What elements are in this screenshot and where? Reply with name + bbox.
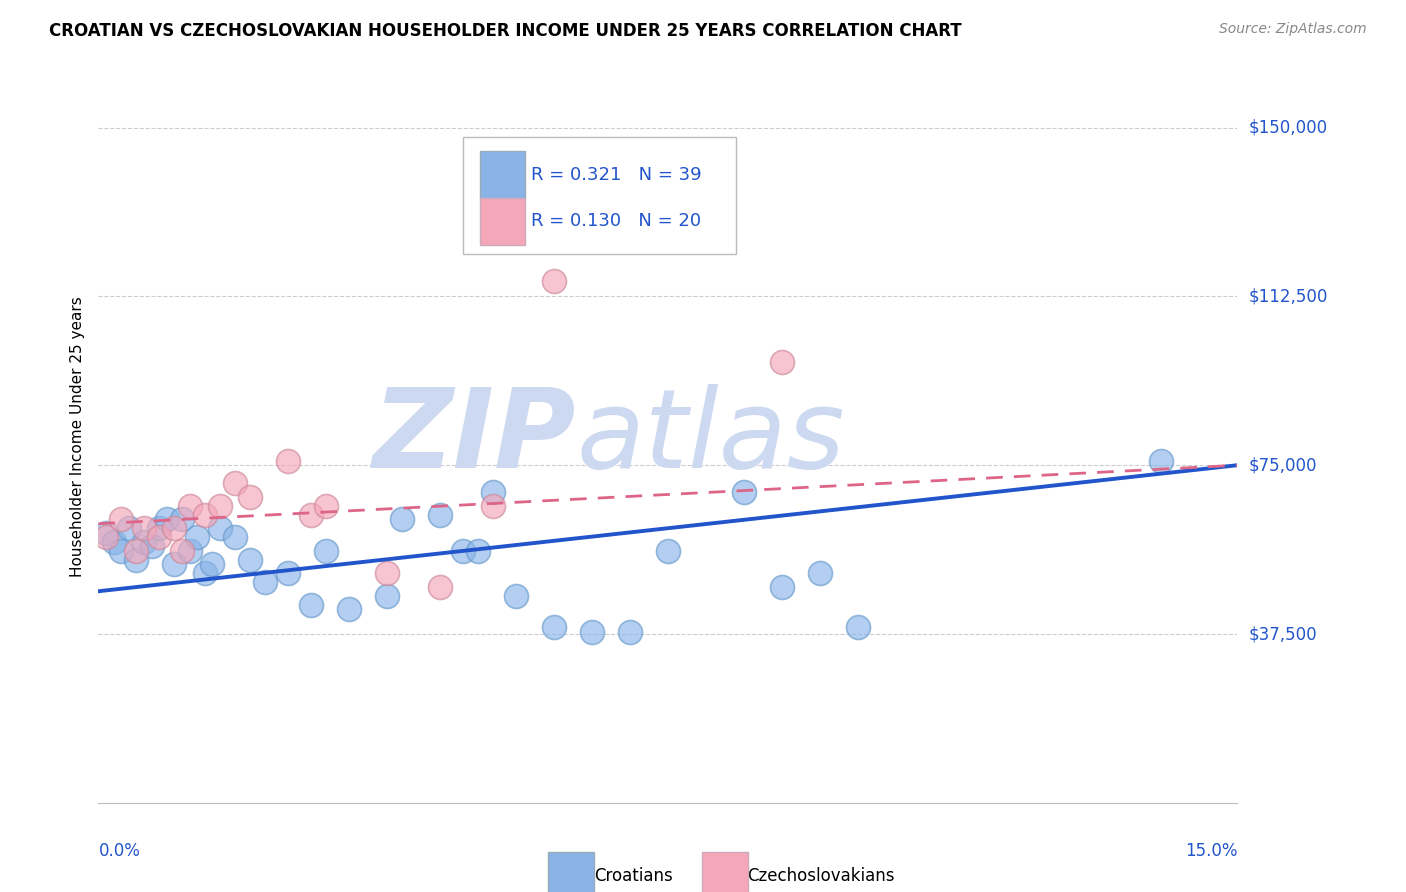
Text: atlas: atlas xyxy=(576,384,845,491)
Point xyxy=(543,620,565,634)
Text: Source: ZipAtlas.com: Source: ZipAtlas.com xyxy=(1219,22,1367,37)
Text: $150,000: $150,000 xyxy=(1249,119,1327,136)
Point xyxy=(110,543,132,558)
Point xyxy=(657,543,679,558)
Text: 15.0%: 15.0% xyxy=(1185,842,1237,860)
Point xyxy=(315,499,337,513)
Point xyxy=(1150,453,1173,467)
Point xyxy=(391,512,413,526)
Point xyxy=(482,499,505,513)
Point xyxy=(201,558,224,572)
FancyBboxPatch shape xyxy=(479,152,526,199)
Point xyxy=(581,624,603,639)
Point xyxy=(163,521,186,535)
Point xyxy=(148,521,170,535)
Text: 0.0%: 0.0% xyxy=(98,842,141,860)
Y-axis label: Householder Income Under 25 years: Householder Income Under 25 years xyxy=(69,297,84,577)
FancyBboxPatch shape xyxy=(463,137,737,254)
Text: $37,500: $37,500 xyxy=(1249,625,1317,643)
Point xyxy=(186,530,208,544)
Point xyxy=(451,543,474,558)
Point xyxy=(375,566,398,581)
Point xyxy=(125,543,148,558)
Point xyxy=(277,453,299,467)
Text: $75,000: $75,000 xyxy=(1249,456,1317,475)
Point xyxy=(118,521,141,535)
Point xyxy=(299,598,322,612)
Point xyxy=(170,543,193,558)
Point xyxy=(179,543,201,558)
FancyBboxPatch shape xyxy=(548,852,593,892)
Point xyxy=(208,499,231,513)
Point xyxy=(179,499,201,513)
Point xyxy=(770,354,793,368)
Text: $112,500: $112,500 xyxy=(1249,287,1327,305)
Text: ZIP: ZIP xyxy=(373,384,576,491)
Text: CROATIAN VS CZECHOSLOVAKIAN HOUSEHOLDER INCOME UNDER 25 YEARS CORRELATION CHART: CROATIAN VS CZECHOSLOVAKIAN HOUSEHOLDER … xyxy=(49,22,962,40)
Point xyxy=(224,530,246,544)
Point xyxy=(110,512,132,526)
Point xyxy=(543,274,565,288)
Point xyxy=(194,508,217,522)
Point xyxy=(239,553,262,567)
Text: R = 0.321   N = 39: R = 0.321 N = 39 xyxy=(531,166,702,185)
Point xyxy=(132,534,155,549)
Text: Croatians: Croatians xyxy=(593,867,672,885)
Point xyxy=(224,476,246,491)
Point xyxy=(103,534,125,549)
Point xyxy=(94,525,117,540)
Point xyxy=(170,512,193,526)
Point xyxy=(375,589,398,603)
Point xyxy=(467,543,489,558)
FancyBboxPatch shape xyxy=(702,852,748,892)
Point xyxy=(156,512,179,526)
Point xyxy=(619,624,641,639)
Point xyxy=(808,566,831,581)
Point xyxy=(429,508,451,522)
Point xyxy=(846,620,869,634)
Point xyxy=(299,508,322,522)
Point xyxy=(770,580,793,594)
Point xyxy=(148,530,170,544)
Point xyxy=(141,539,163,553)
Point xyxy=(194,566,217,581)
Text: Czechoslovakians: Czechoslovakians xyxy=(748,867,896,885)
Point xyxy=(132,521,155,535)
Point xyxy=(208,521,231,535)
Text: R = 0.130   N = 20: R = 0.130 N = 20 xyxy=(531,212,702,230)
Point xyxy=(94,530,117,544)
FancyBboxPatch shape xyxy=(479,197,526,245)
Point xyxy=(733,485,755,500)
Point xyxy=(429,580,451,594)
Point xyxy=(315,543,337,558)
Point xyxy=(482,485,505,500)
Point xyxy=(505,589,527,603)
Point xyxy=(125,553,148,567)
Point xyxy=(337,602,360,616)
Point xyxy=(239,490,262,504)
Point xyxy=(163,558,186,572)
Point xyxy=(254,575,277,590)
Point xyxy=(277,566,299,581)
